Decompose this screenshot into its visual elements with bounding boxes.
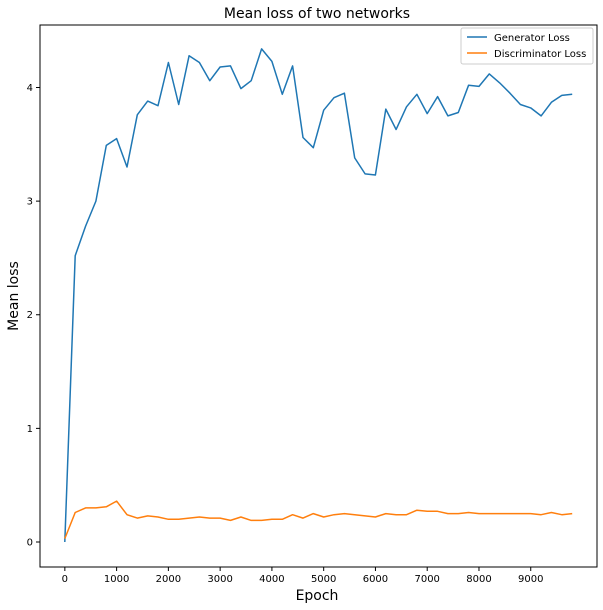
legend-label-discriminator: Discriminator Loss <box>494 49 586 60</box>
legend-label-generator: Generator Loss <box>494 33 570 44</box>
x-tick-label: 9000 <box>518 574 543 585</box>
x-tick-label: 6000 <box>363 574 388 585</box>
chart-title: Mean loss of two networks <box>224 6 410 22</box>
x-tick-label: 8000 <box>466 574 491 585</box>
x-tick-label: 7000 <box>414 574 439 585</box>
series-line-discriminator <box>64 500 573 539</box>
y-axis-label: Mean loss <box>6 261 22 331</box>
x-axis: 0 1000 2000 3000 4000 5000 6000 7000 8000 9000 <box>62 567 543 585</box>
x-tick-label: 1000 <box>104 574 129 585</box>
x-axis-label: Epoch <box>296 588 339 604</box>
x-tick-label: 5000 <box>311 574 336 585</box>
y-axis: 0 1 2 3 4 <box>27 83 40 549</box>
plot-frame <box>39 24 598 568</box>
legend: Generator Loss Discriminator Loss <box>460 27 594 65</box>
y-tick-label: 2 <box>27 310 33 321</box>
y-tick-label: 1 <box>27 424 33 435</box>
y-tick-label: 3 <box>27 197 33 208</box>
plot-area <box>64 48 573 543</box>
y-tick-label: 4 <box>27 83 33 94</box>
x-tick-label: 2000 <box>156 574 181 585</box>
x-tick-label: 3000 <box>207 574 232 585</box>
series-line-generator <box>64 48 573 543</box>
y-tick-label: 0 <box>27 538 33 549</box>
x-tick-label: 0 <box>62 574 68 585</box>
x-tick-label: 4000 <box>259 574 284 585</box>
legend-box <box>460 27 594 65</box>
